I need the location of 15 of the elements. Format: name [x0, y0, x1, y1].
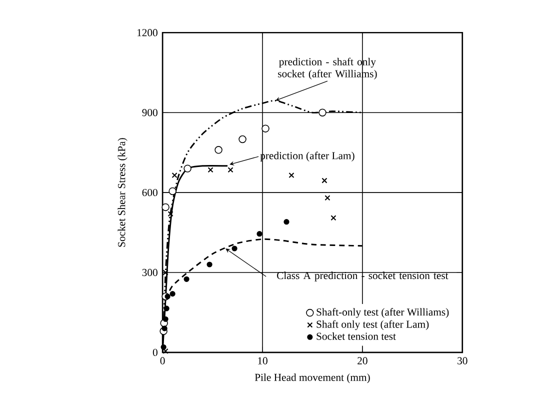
legend-label: Shaft-only test (after Williams)	[316, 308, 449, 318]
y-axis-title: Socket Shear Stress (kPa)	[118, 138, 128, 247]
x-tick-label: 0	[160, 357, 165, 364]
legend-label: Socket tension test	[316, 332, 396, 340]
y-tick-label: 600	[142, 189, 158, 196]
y-tick-label: 0	[152, 348, 158, 356]
annotation: Class A prediction - socket tension test	[277, 272, 448, 282]
x-tick-label: 10	[258, 357, 268, 364]
y-tick-label: 900	[142, 109, 158, 116]
x-axis-title: Pile Head movement (mm)	[254, 374, 370, 384]
y-tick-label: 1200	[137, 29, 158, 36]
legend-label: Shaft only test (after Lam)	[316, 320, 429, 330]
x-tick-label: 30	[458, 357, 468, 364]
x-tick-label: 20	[358, 357, 368, 364]
y-tick-label: 300	[142, 269, 158, 276]
